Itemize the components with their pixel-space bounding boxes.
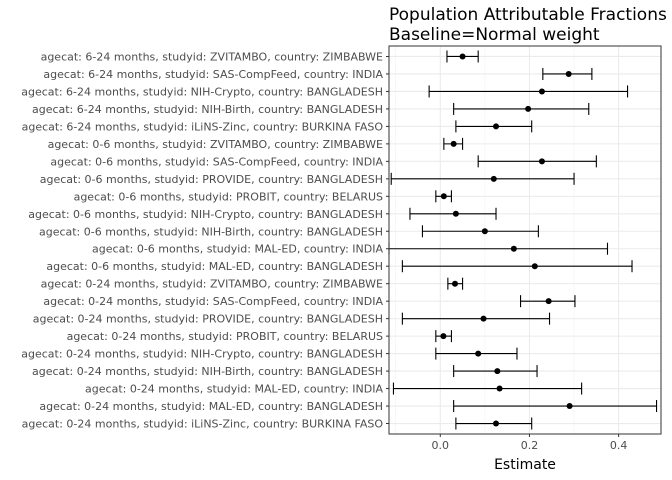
error-bar bbox=[477, 155, 597, 168]
error-bar bbox=[388, 242, 609, 255]
estimate-point bbox=[440, 193, 447, 200]
error-bar bbox=[392, 382, 583, 395]
x-tick-labels: 0.0 0.2 0.4 bbox=[432, 439, 628, 452]
y-tick-label: agecat: 0-24 months, studyid: PROBIT, co… bbox=[67, 330, 383, 343]
x-tick-label: 0.4 bbox=[610, 439, 628, 452]
estimate-point bbox=[451, 280, 458, 287]
y-tick-label: agecat: 0-24 months, studyid: iLiNS-Zinc… bbox=[22, 418, 384, 431]
chart-title: Population Attributable Fractions bbox=[389, 5, 667, 25]
y-tick-label: agecat: 0-6 months, studyid: SAS-CompFee… bbox=[50, 155, 383, 168]
estimate-point bbox=[525, 105, 532, 112]
y-tick-label: agecat: 0-24 months, studyid: NIH-Birth,… bbox=[32, 365, 383, 378]
estimate-point bbox=[538, 88, 545, 95]
error-bar bbox=[401, 312, 551, 325]
estimate-point bbox=[538, 158, 545, 165]
y-tick-labels: agecat: 6-24 months, studyid: ZVITAMBO, … bbox=[21, 50, 383, 430]
estimate-point bbox=[480, 315, 487, 322]
x-axis-title: Estimate bbox=[494, 457, 556, 473]
y-tick-label: agecat: 0-24 months, studyid: MAL-ED, co… bbox=[85, 383, 383, 396]
y-tick-label: agecat: 6-24 months, studyid: NIH-Birth,… bbox=[32, 103, 383, 116]
y-tick-label: agecat: 0-6 months, studyid: NIH-Birth, … bbox=[39, 225, 383, 238]
y-tick-label: agecat: 0-24 months, studyid: MAL-ED, co… bbox=[39, 400, 383, 413]
y-tick-label: agecat: 6-24 months, studyid: ZVITAMBO, … bbox=[41, 50, 383, 63]
grid-minor bbox=[395, 46, 575, 434]
y-tick-label: agecat: 0-24 months, studyid: NIH-Crypto… bbox=[21, 348, 383, 361]
y-tick-label: agecat: 0-6 months, studyid: ZVITAMBO, c… bbox=[48, 138, 383, 151]
error-bar bbox=[390, 172, 575, 185]
estimate-point bbox=[566, 403, 573, 410]
error-bar bbox=[421, 225, 539, 238]
y-tick-label: agecat: 0-6 months, studyid: NIH-Crypto,… bbox=[28, 208, 383, 221]
chart-subtitle: Baseline=Normal weight bbox=[389, 25, 600, 45]
y-tick-label: agecat: 0-6 months, studyid: MAL-ED, cou… bbox=[92, 243, 383, 256]
error-bar bbox=[453, 400, 658, 413]
estimate-point bbox=[440, 333, 447, 340]
estimate-point bbox=[510, 245, 517, 252]
y-tick-label: agecat: 0-24 months, studyid: PROVIDE, c… bbox=[33, 313, 383, 326]
estimate-point bbox=[475, 350, 482, 357]
y-tick-label: agecat: 6-24 months, studyid: NIH-Crypto… bbox=[21, 85, 383, 98]
estimate-point bbox=[450, 140, 457, 147]
estimate-point bbox=[545, 298, 552, 305]
x-ticks bbox=[439, 434, 620, 437]
y-tick-label: agecat: 0-6 months, studyid: PROBIT, cou… bbox=[74, 190, 383, 203]
estimate-point bbox=[531, 263, 538, 270]
estimate-point bbox=[452, 210, 459, 217]
error-bar bbox=[428, 85, 629, 98]
error-bar bbox=[453, 102, 590, 115]
y-tick-label: agecat: 0-24 months, studyid: SAS-CompFe… bbox=[43, 295, 383, 308]
x-tick-label: 0.2 bbox=[521, 439, 539, 452]
y-tick-label: agecat: 0-6 months, studyid: PROVIDE, co… bbox=[40, 173, 383, 186]
estimate-points bbox=[440, 53, 573, 427]
y-tick-label: agecat: 6-24 months, studyid: iLiNS-Zinc… bbox=[22, 120, 384, 133]
y-tick-label: agecat: 0-6 months, studyid: MAL-ED, cou… bbox=[46, 260, 383, 273]
y-tick-label: agecat: 6-24 months, studyid: SAS-CompFe… bbox=[43, 68, 383, 81]
grid-major bbox=[389, 46, 661, 434]
estimate-point bbox=[490, 175, 497, 182]
panel-border bbox=[388, 45, 662, 435]
estimate-point bbox=[493, 123, 500, 130]
estimate-point bbox=[496, 385, 503, 392]
estimate-point bbox=[565, 70, 572, 77]
error-bars bbox=[388, 50, 658, 430]
estimate-point bbox=[481, 228, 488, 235]
y-ticks bbox=[386, 55, 389, 425]
error-bar bbox=[401, 260, 633, 273]
y-tick-label: agecat: 0-24 months, studyid: ZVITAMBO, … bbox=[41, 278, 383, 291]
x-tick-label: 0.0 bbox=[432, 439, 450, 452]
estimate-point bbox=[494, 368, 501, 375]
estimate-point bbox=[493, 420, 500, 427]
estimate-point bbox=[459, 53, 466, 60]
